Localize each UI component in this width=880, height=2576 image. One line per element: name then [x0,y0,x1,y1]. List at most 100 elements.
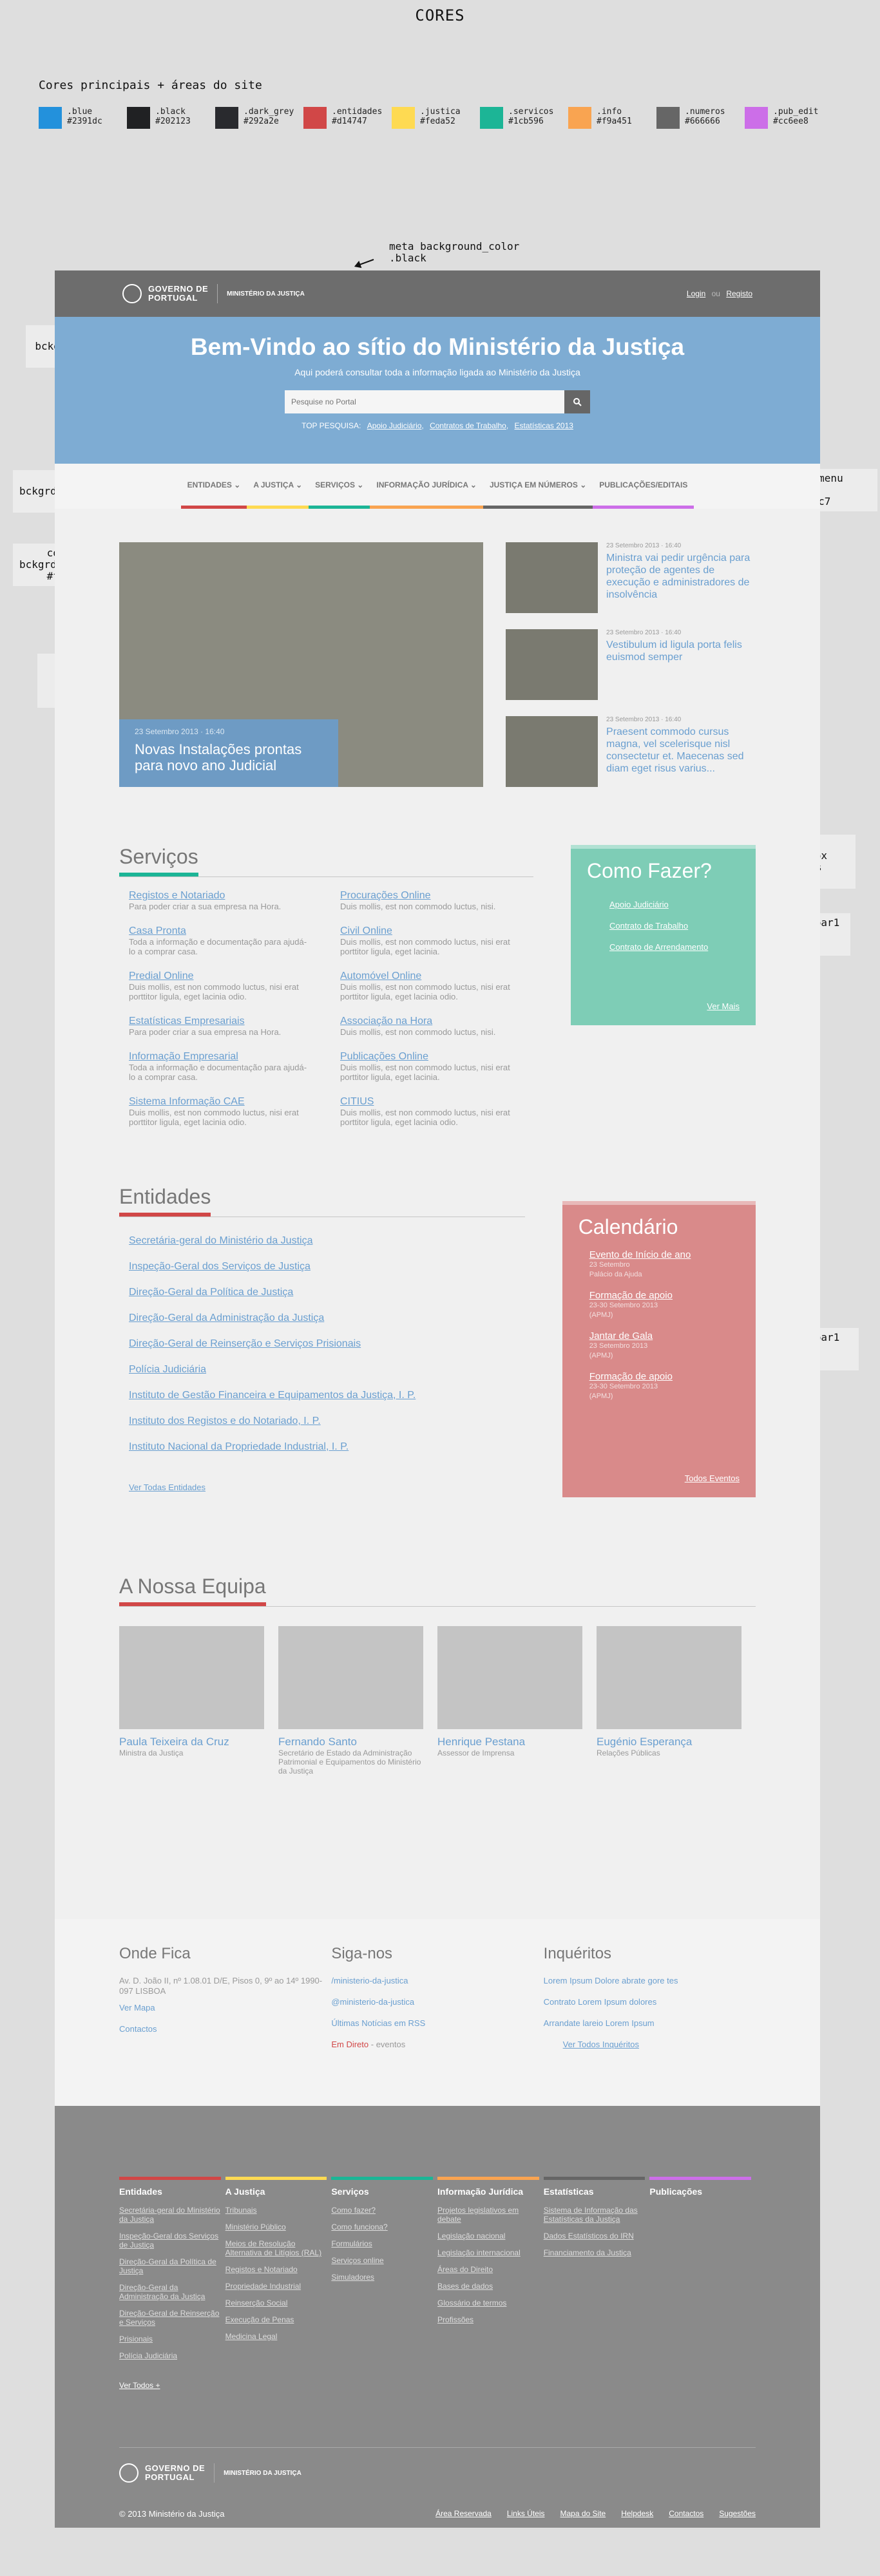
footer-link[interactable]: Execução de Penas [225,2315,294,2324]
entity-link[interactable]: Instituto Nacional da Propriedade Indust… [129,1441,349,1452]
menu-item[interactable]: PUBLICAÇÕES/EDITAIS [593,464,694,509]
news-item[interactable]: 23 Setembro 2013 · 16:40 Ministra vai ped… [506,542,756,615]
footer-link[interactable]: Registos e Notariado [225,2265,298,2274]
news-title[interactable]: Vestibulum id ligula porta felis euismod… [606,639,742,663]
service-link[interactable]: CITIUS [340,1096,374,1107]
menu-item[interactable]: SERVIÇOS ⌄ [309,464,370,509]
entity-link[interactable]: Instituto de Gestão Financeira e Equipam… [129,1390,416,1401]
see-more-link[interactable]: Ver Mais [707,1001,740,1011]
footer-column-title[interactable]: Publicações [649,2177,752,2197]
news-thumbnail[interactable] [506,716,598,787]
facebook-link[interactable]: /ministerio-da-justica [331,1976,408,1985]
footer-link[interactable]: Simuladores [331,2273,375,2282]
footer-link[interactable]: Ministério Público [225,2222,286,2231]
footer-link[interactable]: Prisionais [119,2334,153,2344]
news-title[interactable]: Praesent commodo cursus magna, vel scele… [606,726,744,774]
footer-link[interactable]: Projetos legislativos em debate [437,2206,519,2224]
how-to-link[interactable]: Contrato de Trabalho [609,921,689,931]
event-title[interactable]: Evento de Início de ano [589,1249,691,1260]
news-title[interactable]: Ministra vai pedir urgência para proteçã… [606,553,751,600]
menu-item[interactable]: JUSTIÇA EM NÚMEROS ⌄ [483,464,593,509]
footer-link[interactable]: Inspeção-Geral dos Serviços de Justiça [119,2231,219,2249]
footer-link[interactable]: Bases de dados [437,2282,493,2291]
team-member[interactable]: Paula Teixeira da Cruz Ministra da Justiç… [119,1626,264,1776]
service-link[interactable]: Casa Pronta [129,925,186,936]
login-link[interactable]: Login [686,289,706,298]
footer-link[interactable]: Profissões [437,2315,474,2324]
footer-link[interactable]: Secretária-geral do Ministério da Justiç… [119,2206,220,2224]
service-link[interactable]: Procurações Online [340,890,431,901]
team-member[interactable]: Eugénio Esperança Relações Públicas [597,1626,741,1776]
twitter-link[interactable]: @ministerio-da-justica [331,1997,415,2007]
footer-link[interactable]: Direção-Geral de Reinserção e Serviços [119,2309,220,2327]
how-to-link[interactable]: Contrato de Arrendamento [609,942,709,952]
search-button[interactable] [564,390,590,413]
contacts-link[interactable]: Contactos [119,2024,157,2034]
footer-link[interactable]: Propriedade Industrial [225,2282,301,2291]
footer-bottom-link[interactable]: Mapa do Site [560,2509,606,2518]
rss-link[interactable]: Últimas Notícias em RSS [331,2018,426,2028]
menu-item[interactable]: ENTIDADES ⌄ [180,464,247,509]
entity-link[interactable]: Direção-Geral da Administração da Justiç… [129,1312,325,1323]
service-link[interactable]: Predial Online [129,971,194,981]
footer-column-title[interactable]: Estatísticas [543,2177,646,2197]
member-name[interactable]: Henrique Pestana [437,1736,526,1748]
entity-link[interactable]: Polícia Judiciária [129,1364,207,1375]
footer-link[interactable]: Direção-Geral da Política de Justiça [119,2257,216,2275]
footer-column-title[interactable]: Serviços [331,2177,434,2197]
footer-link[interactable]: Medicina Legal [225,2332,278,2341]
inquiry-link[interactable]: Contrato Lorem Ipsum dolores [543,1997,657,2007]
event-title[interactable]: Formação de apoio [589,1290,673,1301]
footer-link[interactable]: Sistema de Informação das Estatísticas d… [543,2206,638,2224]
gov-logo[interactable]: GOVERNO DE PORTUGAL [122,284,208,303]
entity-link[interactable]: Direção-Geral da Política de Justiça [129,1287,294,1298]
news-thumbnail[interactable] [506,629,598,700]
entity-link[interactable]: Secretária-geral do Ministério da Justiç… [129,1235,313,1246]
service-link[interactable]: Associação na Hora [340,1016,433,1027]
footer-link[interactable]: Tribunais [225,2206,257,2215]
footer-link[interactable]: Financiamento da Justiça [543,2248,631,2257]
footer-bottom-link[interactable]: Links Úteis [506,2509,545,2518]
footer-column-title[interactable]: Entidades [119,2177,221,2197]
inquiry-link[interactable]: Arrandate lareio Lorem Ipsum [543,2018,655,2028]
entity-link[interactable]: Direção-Geral de Reinserção e Serviços P… [129,1338,361,1349]
footer-bottom-link[interactable]: Área Reservada [435,2509,492,2518]
top-search-link[interactable]: Estatísticas 2013 [514,421,573,430]
footer-link[interactable]: Serviços online [331,2256,384,2265]
news-item[interactable]: 23 Setembro 2013 · 16:40 Praesent commodo… [506,716,756,789]
search-input[interactable] [285,390,564,413]
footer-bottom-link[interactable]: Sugestões [719,2509,756,2518]
footer-link[interactable]: Formulários [331,2239,372,2248]
team-member[interactable]: Fernando Santo Secretário de Estado da Ad… [278,1626,423,1776]
service-link[interactable]: Informação Empresarial [129,1051,238,1062]
featured-title[interactable]: Novas Instalações prontas para novo ano … [135,741,302,773]
entity-link[interactable]: Inspeção-Geral dos Serviços de Justiça [129,1261,311,1272]
all-inquiries-link[interactable]: Ver Todos Inquéritos [562,2040,639,2049]
menu-item[interactable]: A JUSTIÇA ⌄ [247,464,309,509]
member-name[interactable]: Paula Teixeira da Cruz [119,1736,229,1748]
footer-logo[interactable]: GOVERNO DE PORTUGAL MINISTÉRIO DA JUSTIÇ… [119,2463,756,2483]
footer-column-title[interactable]: Informação Jurídica [437,2177,539,2197]
live-link[interactable]: Em Direto [331,2040,369,2049]
service-link[interactable]: Sistema Informação CAE [129,1096,245,1107]
featured-news[interactable]: 23 Setembro 2013 · 16:40 Novas Instalaçõ… [119,542,484,787]
service-link[interactable]: Automóvel Online [340,971,422,981]
top-search-link[interactable]: Contratos de Trabalho [430,421,506,430]
footer-link[interactable]: Direção-Geral da Administração da Justiç… [119,2283,206,2301]
footer-bottom-link[interactable]: Contactos [669,2509,704,2518]
map-link[interactable]: Ver Mapa [119,2003,155,2012]
top-search-link[interactable]: Apoio Judiciário [367,421,422,430]
all-events-link[interactable]: Todos Eventos [684,1473,740,1483]
footer-column-title[interactable]: A Justiça [225,2177,327,2197]
footer-link[interactable]: Legislação internacional [437,2248,521,2257]
footer-link[interactable]: Reinserção Social [225,2298,288,2307]
member-name[interactable]: Eugénio Esperança [597,1736,693,1748]
footer-link[interactable]: Como funciona? [331,2222,388,2231]
see-all-link[interactable]: Ver Todos + [119,2381,160,2390]
member-name[interactable]: Fernando Santo [278,1736,357,1748]
footer-link[interactable]: Glossário de termos [437,2298,507,2307]
news-item[interactable]: 23 Setembro 2013 · 16:40 Vestibulum id li… [506,629,756,702]
service-link[interactable]: Civil Online [340,925,392,936]
footer-link[interactable]: Meios de Resolução Alternativa de Litígi… [225,2239,322,2257]
footer-link[interactable]: Legislação nacional [437,2231,506,2240]
